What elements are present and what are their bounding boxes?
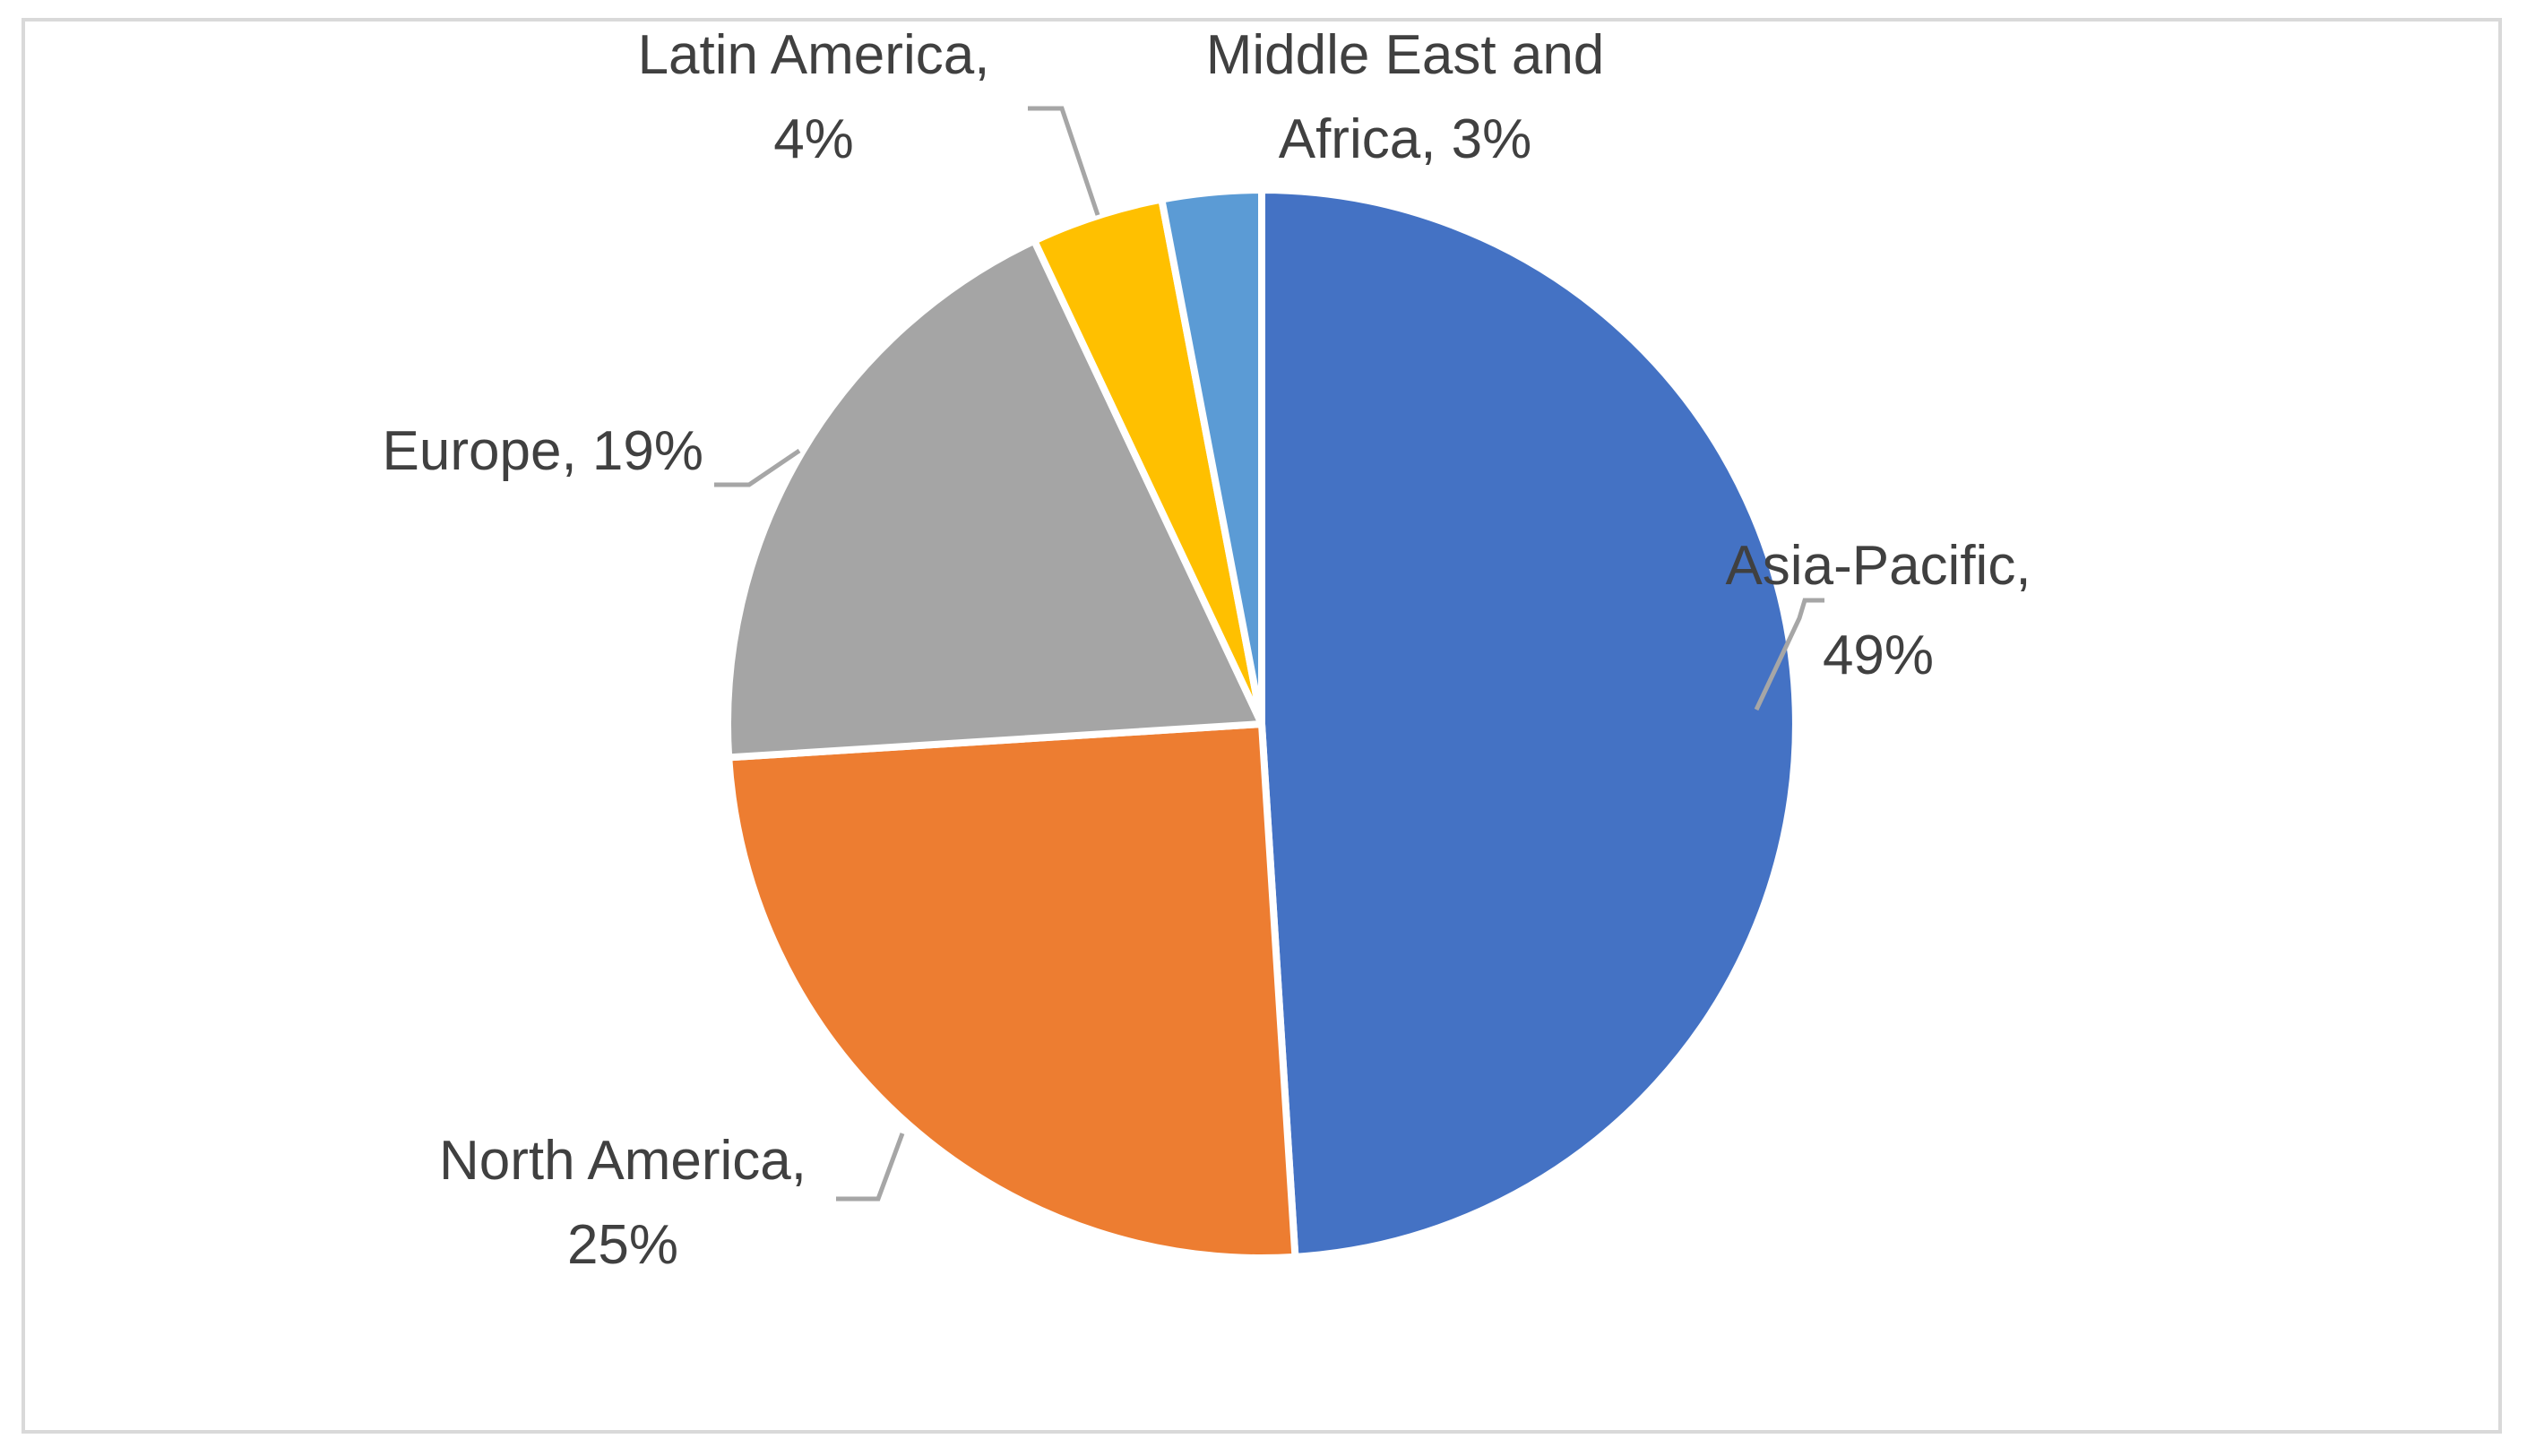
- slices-layer: [724, 186, 1799, 1262]
- leader-line-europe: [714, 448, 801, 487]
- data-label-line: Europe, 19%: [383, 420, 703, 482]
- pie-slice-north-america: [725, 720, 1299, 1262]
- pie-slice-middle-east-and-africa: [1158, 186, 1265, 728]
- data-label-asia-pacific: Asia-Pacific, 49%: [1725, 535, 2031, 686]
- data-label-line: 4%: [773, 108, 854, 170]
- leader-line-latin-america: [1028, 106, 1100, 216]
- data-label-north-america: North America, 25%: [439, 1130, 806, 1276]
- leader-line-asia-pacific: [1754, 598, 1824, 711]
- leader-line-north-america: [836, 1133, 905, 1202]
- pie-slice-europe: [724, 237, 1265, 762]
- data-label-latin-america: Latin America, 4%: [638, 24, 990, 170]
- labels-layer: Asia-Pacific, 49% North America, 25% Europe,…: [383, 24, 2031, 1276]
- data-label-line: 25%: [567, 1214, 678, 1276]
- data-label-line: 49%: [1823, 625, 1934, 686]
- data-label-line: North America,: [439, 1130, 806, 1192]
- data-label-line: Middle East and: [1206, 24, 1605, 86]
- leader-lines-layer: [714, 106, 1824, 1202]
- data-label-line: Latin America,: [638, 24, 990, 86]
- data-label-europe: Europe, 19%: [383, 420, 703, 482]
- data-label-line: Africa, 3%: [1279, 108, 1532, 170]
- data-label-middle-east-and-africa: Middle East and Africa, 3%: [1206, 24, 1605, 170]
- data-label-line: Asia-Pacific,: [1725, 535, 2031, 597]
- pie-slice-asia-pacific: [1258, 186, 1799, 1261]
